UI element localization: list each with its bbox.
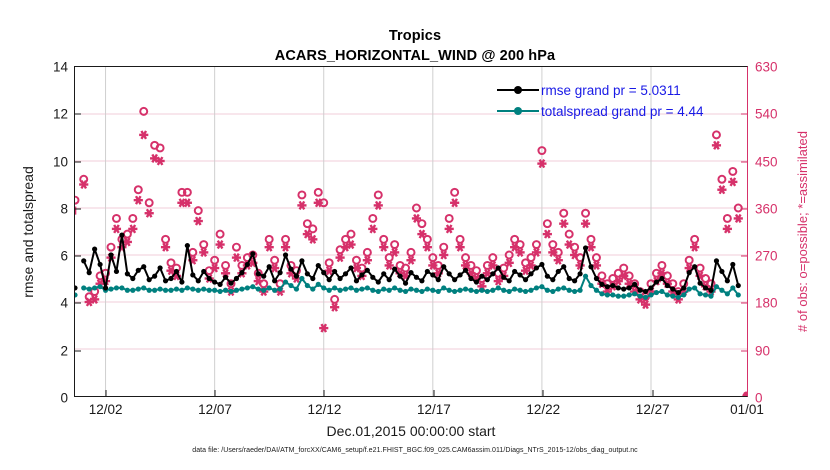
legend-label-totalspread: totalspread grand pr = 4.44	[541, 103, 704, 119]
legend-item-rmse[interactable]: rmse grand pr = 5.0311	[497, 80, 704, 100]
y-axis-tick-left: 14	[52, 59, 68, 75]
x-axis-tickmark	[323, 390, 325, 396]
y-axis-tickmark-right	[741, 113, 747, 115]
y-axis-label-right: # of obs: o=possible; *=assimilated	[792, 66, 812, 397]
data-layer	[75, 106, 747, 396]
x-axis-tick: 01/01	[730, 402, 764, 417]
x-axis-label: Dec.01,2015 00:00:00 start	[326, 423, 496, 439]
y-axis-tick-right: 90	[755, 343, 771, 359]
y-axis-tick-left: 4	[60, 295, 68, 311]
y-axis-tickmark-left	[75, 161, 81, 163]
y-axis-tickmark-left	[75, 113, 81, 115]
y-axis-tick-right: 360	[755, 201, 778, 217]
grid-layer	[75, 67, 747, 396]
y-axis-tickmark-right	[741, 208, 747, 210]
y-axis-tick-right: 540	[755, 106, 778, 122]
y-axis-tick-right: 270	[755, 248, 778, 264]
y-axis-tickmark-right	[741, 302, 747, 304]
y-axis-tick-left: 12	[52, 106, 68, 122]
legend-swatch-totalspread-icon	[497, 104, 539, 118]
x-axis-tick: 12/22	[526, 402, 561, 417]
y-axis-label-left-text: rmse and totalspread	[20, 165, 36, 298]
y-axis-tickmark-right	[741, 161, 747, 163]
y-axis-tick-left: 6	[60, 248, 68, 264]
y-axis-tick-left: 2	[60, 343, 68, 359]
y-axis-label-left: rmse and totalspread	[18, 66, 38, 397]
y-axis-tickmark-left	[75, 255, 81, 257]
y-axis-tickmark-left	[75, 208, 81, 210]
data-file-footer: data file: /Users/raeder/DAI/ATM_forcXX/…	[192, 447, 638, 454]
chart-title-block: Tropics ACARS_HORIZONTAL_WIND @ 200 hPa	[0, 26, 830, 67]
y-axis-tick-right: 180	[755, 295, 778, 311]
x-axis-tick: 12/07	[198, 402, 232, 417]
y-axis-tickmark-right	[741, 255, 747, 257]
x-axis-tick: 12/27	[635, 402, 670, 417]
y-axis-tickmark-left	[75, 302, 81, 304]
y-axis-tick-left: 8	[60, 201, 68, 217]
y-axis-label-right-text: # of obs: o=possible; *=assimilated	[794, 131, 810, 332]
legend-item-totalspread[interactable]: totalspread grand pr = 4.44	[497, 101, 704, 121]
plot-area: 0 2 4 6 8 10 12 14 0 90 180 270 360 450 540 630 12/02 12/…	[53, 60, 778, 418]
chart-legend: rmse grand pr = 5.0311 totalspread grand…	[497, 80, 704, 121]
x-axis-tickmark	[652, 390, 654, 396]
y-axis-tick-right: 450	[755, 154, 778, 170]
y-axis-tick-right: 0	[755, 390, 763, 406]
y-axis-tick-left: 10	[52, 154, 68, 170]
y-axis-tick-left: 0	[60, 390, 68, 406]
x-axis-tick: 12/12	[307, 402, 342, 417]
page-title: Tropics	[388, 28, 442, 44]
chart-subtitle: ACARS_HORIZONTAL_WIND @ 200 hPa	[274, 48, 556, 64]
x-axis-tick: 12/17	[416, 402, 451, 417]
x-axis-tick: 12/02	[88, 402, 123, 417]
y-axis-tickmark-right	[741, 350, 747, 352]
x-axis-tickmark	[433, 390, 435, 396]
x-axis-tickmark	[105, 390, 107, 396]
x-axis-tickmark	[542, 390, 544, 396]
y-axis-tick-right: 630	[755, 59, 778, 75]
x-axis-tickmark	[214, 390, 216, 396]
y-axis-tickmark-left	[75, 350, 81, 352]
legend-label-rmse: rmse grand pr = 5.0311	[541, 82, 681, 98]
legend-swatch-rmse-icon	[497, 83, 539, 97]
